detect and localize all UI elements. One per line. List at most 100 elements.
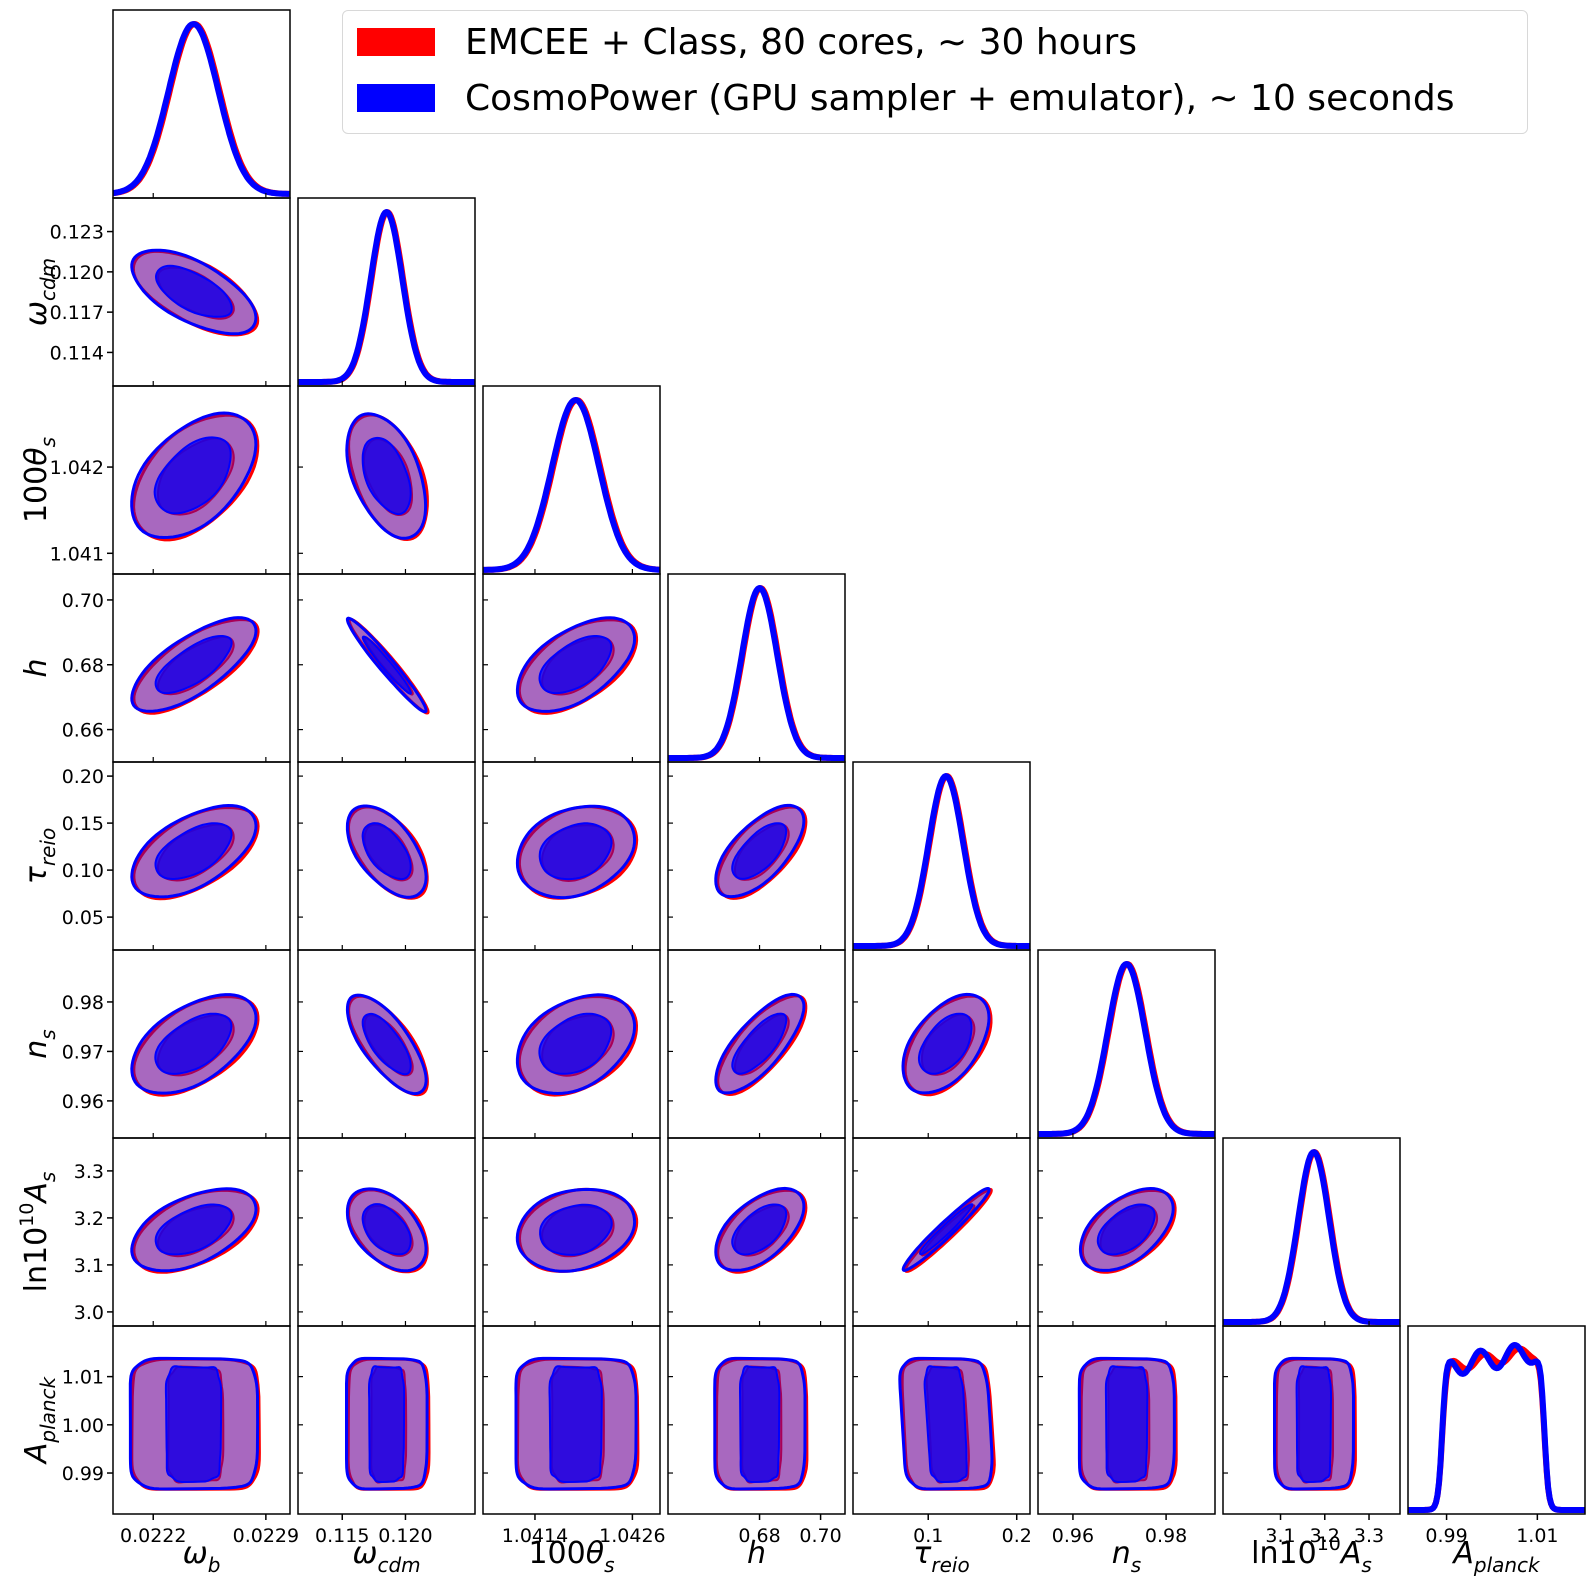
ytick-label: 1.01 [62,1367,104,1389]
panel--cdm-vs--cdm [297,197,476,387]
ytick-label: 0.68 [62,655,104,677]
legend-label-cosmopower: CosmoPower (GPU sampler + emulator), ∼ 1… [465,77,1455,119]
panel-n-s-vs-100-s [482,949,661,1139]
xlabel--b: ωb [183,1536,221,1577]
panel-ln1010a-s-vs--b: 3.0 3.1 3.2 3.3 [74,1137,291,1327]
panel-a-planck-vs--cdm: 0.115 0.120 [297,1325,476,1547]
panel-100-s-vs--b: 1.041 1.042 [50,385,291,575]
contour-68-cosmopower [548,1365,603,1484]
legend-entry-cosmopower: CosmoPower (GPU sampler + emulator), ∼ 1… [357,75,1454,121]
panel-n-s-vs--b: 0.96 0.97 0.98 [62,949,291,1139]
ytick-label: 0.15 [62,813,104,835]
ytick-label: 0.99 [62,1463,104,1485]
ytick-label: 3.1 [74,1255,104,1277]
contour-68-cosmopower [361,822,412,881]
ytick-label: 0.05 [62,907,104,929]
xtick-label: 0.1 [913,1525,943,1547]
ytick-label: 0.96 [62,1091,104,1113]
panel--reio-vs-100-s [482,761,661,951]
ytick-label: 0.114 [50,342,104,364]
panel-frame [297,197,476,387]
contour-68-cosmopower [739,1365,781,1484]
xlabel--reio: τreio [913,1536,969,1577]
legend: EMCEE + Class, 80 cores, ∼ 30 hours Cosm… [342,10,1528,134]
ylabel--cdm: ωcdm [19,258,60,326]
ytick-label: 0.66 [62,720,104,742]
contour-68-cosmopower [154,1012,233,1075]
panel-a-planck-vs-100-s: 1.0414 1.0426 [482,1325,666,1547]
panel-ln1010a-s-vs--cdm [297,1137,476,1327]
marginal-h--emcee [668,585,845,761]
marginal-ln1010a-s-emcee [1223,1149,1400,1325]
panel-frame [667,573,846,763]
panel-n-s-vs--cdm [297,949,476,1139]
panel-frame [112,1325,291,1515]
contour-68-cosmopower [154,264,233,318]
contour-68-cosmopower [361,1012,412,1076]
ytick-label: 0.123 [50,222,104,244]
panel-n-s-vs-n-s [1037,949,1216,1139]
panel-frame [297,1325,476,1515]
marginal--reio-cosmopower [853,773,1030,949]
panel-a-planck-vs-n-s: 0.96 0.98 [1037,1325,1216,1547]
contour-68-cosmopower [917,1012,973,1075]
xtick-label: 0.98 [1145,1525,1187,1547]
xtick-label: 0.99 [1425,1525,1467,1547]
contour-68-cosmopower [1096,1203,1156,1256]
ylabel-h-: h [19,658,54,677]
ytick-label: 3.2 [74,1208,104,1230]
panel-frame [1037,1325,1216,1515]
panel-h--vs-h- [667,573,846,763]
panel-frame [482,1325,661,1515]
panel-ln1010a-s-vs-h- [667,1137,846,1327]
panel--reio-vs--b: 0.05 0.10 0.15 0.20 [62,761,291,951]
ylabel--reio: τreio [19,828,60,884]
panel-ln1010a-s-vs--reio [852,1137,1031,1327]
panel--reio-vs--cdm [297,761,476,951]
panel--cdm-vs--b: 0.114 0.117 0.120 0.123 [50,197,291,387]
ytick-label: 0.70 [62,590,104,612]
ylabel-100-s: 100θs [19,437,60,523]
xlabel-a-planck: Aplanck [1451,1536,1541,1577]
marginal--cdm-cosmopower [298,209,475,385]
panel-a-planck-vs--b: 0.0222 0.0229 0.99 1.00 1.01 [62,1325,299,1547]
contour-68-cosmopower [923,1365,968,1484]
contour-68-cosmopower [154,635,233,695]
marginal-100-s-emcee [483,397,660,573]
xlabel-h-: h [747,1536,766,1571]
contour-68-cosmopower [731,1203,788,1256]
contour-68-cosmopower [164,1365,223,1484]
panel-ln1010a-s-vs-ln1010a-s [1222,1137,1401,1327]
marginal-h--cosmopower [668,585,845,761]
ylabel-a-planck: Aplanck [19,1375,60,1465]
marginal-100-s-cosmopower [483,397,660,573]
xtick-label: 0.2 [1002,1525,1032,1547]
xtick-label: 3.3 [1354,1525,1384,1547]
ytick-label: 1.041 [50,543,104,565]
panel-frame [1222,1325,1401,1515]
xlabel-ln1010a-s: ln1010As [1251,1533,1372,1577]
panel-n-s-vs--reio [852,949,1031,1139]
xtick-label: 3.2 [1310,1525,1340,1547]
xlabel-100-s: 100θs [528,1536,614,1577]
panel-h--vs-100-s [482,573,661,763]
marginal--b-cosmopower [113,21,290,197]
xlabel-n-s: ns [1112,1536,1141,1577]
xtick-label: 0.120 [378,1525,432,1547]
panel-h--vs--cdm [297,573,476,763]
contour-68-cosmopower [539,1203,613,1256]
xtick-label: 1.0414 [502,1525,568,1547]
ytick-label: 0.98 [62,992,104,1014]
contour-68-cosmopower [361,1203,412,1256]
ylabel-ln1010a-s: ln1010As [16,1172,60,1293]
contour-68-cosmopower [538,822,613,881]
panel-100-s-vs-100-s [482,385,661,575]
panel-ln1010a-s-vs-100-s [482,1137,661,1327]
xtick-label: 0.0229 [233,1525,299,1547]
ytick-label: 3.3 [74,1161,104,1183]
panel--b-vs--b [112,9,291,199]
ytick-label: 0.117 [50,302,104,324]
contour-68-cosmopower [918,1203,974,1256]
contour-68-cosmopower [153,436,232,515]
